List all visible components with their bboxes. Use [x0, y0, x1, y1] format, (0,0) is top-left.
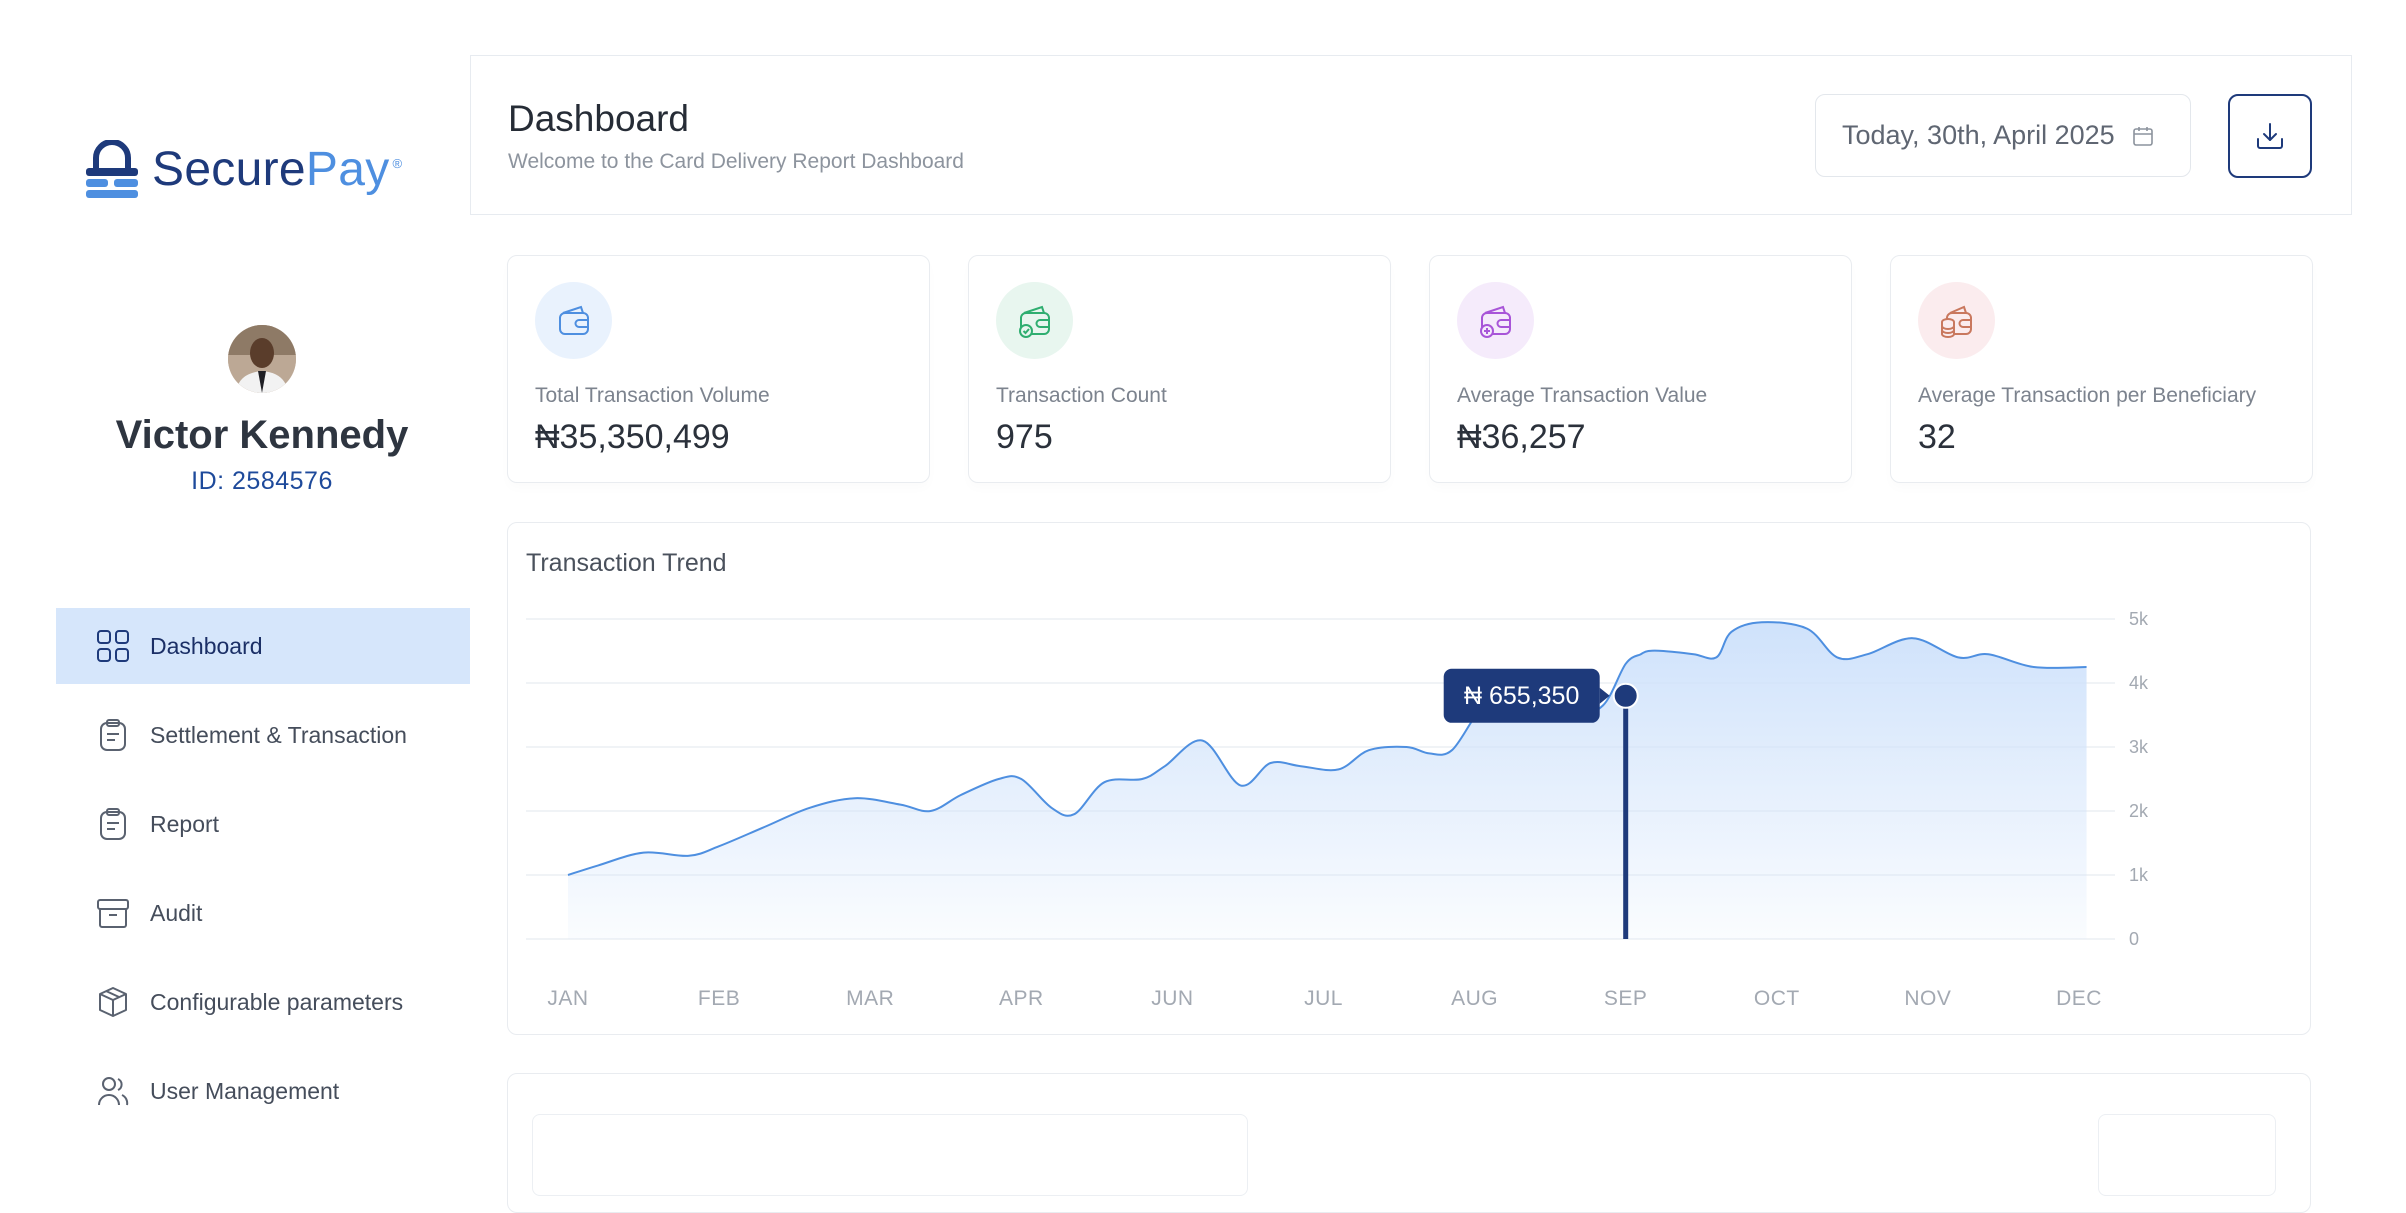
sidebar-item-configurable-parameters[interactable]: Configurable parameters: [56, 964, 470, 1040]
stat-value: 975: [996, 418, 1053, 456]
stat-card-transaction-count: Transaction Count 975: [968, 255, 1391, 483]
calendar-icon: [2132, 126, 2153, 146]
sidebar-item-audit[interactable]: Audit: [56, 875, 470, 951]
area-fill: [568, 622, 2087, 939]
grid-icon: [97, 630, 129, 662]
stat-icon-wrap: [535, 282, 612, 359]
y-tick-label: 1k: [2129, 865, 2149, 885]
stat-icon-wrap: [1457, 282, 1534, 359]
sidebar-item-label: Settlement & Transaction: [150, 721, 407, 748]
x-tick-label: APR: [999, 987, 1044, 1010]
series-line: [567, 621, 2087, 876]
sidebar: SecurePay ® Victor Kennedy ID: 2584576 Da…: [0, 0, 470, 1179]
user-avatar-image: [228, 325, 296, 393]
sidebar-item-user-management[interactable]: User Management: [56, 1053, 470, 1129]
user-id: ID: 2584576: [191, 467, 333, 495]
wallet-add-icon: [1479, 305, 1511, 338]
brand-name-part1: Secure: [152, 143, 306, 196]
archive-box-icon: [97, 899, 129, 928]
stat-value: ₦35,350,499: [535, 418, 730, 456]
sidebar-item-label: Configurable parameters: [150, 988, 404, 1015]
wallet-coins-icon: [1940, 305, 1972, 338]
x-tick-label: OCT: [1754, 987, 1800, 1010]
sidebar-item-settlement[interactable]: Settlement & Transaction: [56, 697, 470, 773]
x-tick-label: AUG: [1451, 987, 1498, 1010]
x-tick-label: MAR: [846, 987, 894, 1010]
x-tick-label: JUL: [1304, 987, 1343, 1010]
bottom-panel: [507, 1073, 2311, 1213]
sidebar-item-label: Dashboard: [150, 632, 263, 659]
date-picker-value: Today, 30th, April 2025: [1842, 120, 2115, 150]
x-tick-label: FEB: [698, 987, 740, 1010]
download-icon: [2257, 123, 2283, 149]
y-tick-label: 0: [2129, 929, 2139, 949]
sidebar-item-label: Report: [150, 810, 220, 837]
users-icon: [98, 1077, 129, 1106]
stat-card-average-value: Average Transaction Value ₦36,257: [1429, 255, 1852, 483]
stat-label: Total Transaction Volume: [535, 384, 770, 407]
y-tick-label: 5k: [2129, 609, 2149, 629]
chart-canvas: 0 1k 2k 3k 4k 5k JAN FEB MAR APR JUN JUL AUG SEP OCT NO…: [526, 609, 2149, 1010]
stat-card-total-volume: Total Transaction Volume ₦35,350,499: [507, 255, 930, 483]
brand-name: SecurePay ®: [152, 146, 402, 194]
stat-icon-wrap: [996, 282, 1073, 359]
sidebar-item-label: Audit: [150, 899, 203, 926]
stat-value: 32: [1918, 418, 1956, 456]
y-tick-label: 4k: [2129, 673, 2149, 693]
tooltip-pointer: [1599, 687, 1610, 704]
avatar[interactable]: [228, 325, 296, 393]
date-picker[interactable]: Today, 30th, April 2025: [1815, 94, 2191, 177]
page-title: Dashboard: [508, 98, 690, 139]
stat-label: Average Transaction Value: [1457, 384, 1708, 407]
user-name: Victor Kennedy: [115, 413, 409, 457]
stat-label: Average Transaction per Beneficiary: [1918, 384, 2257, 407]
x-tick-label: JAN: [547, 987, 588, 1010]
tooltip-box: [1443, 668, 1600, 723]
tooltip-point: [1612, 682, 1639, 709]
securepay-logo[interactable]: SecurePay ®: [84, 140, 402, 200]
wallet-check-icon: [1018, 305, 1050, 338]
sidebar-item-dashboard[interactable]: Dashboard: [56, 608, 470, 684]
y-tick-label: 2k: [2129, 801, 2149, 821]
clipboard-icon: [100, 719, 126, 751]
transaction-trend-chart: Transaction Trend 0 1k 2k 3k 4k 5k JAN FEB MAR AP…: [507, 522, 2311, 1035]
app-window: SecurePay ® Victor Kennedy ID: 2584576 Da…: [0, 0, 2352, 1213]
lock-logo-icon: [86, 140, 138, 198]
x-tick-label: DEC: [2056, 987, 2102, 1010]
wallet-icon: [558, 305, 589, 335]
page-subtitle: Welcome to the Card Delivery Report Dash…: [508, 150, 964, 173]
x-tick-label: SEP: [1604, 987, 1648, 1010]
sidebar-item-report[interactable]: Report: [56, 786, 470, 862]
cube-icon: [99, 987, 127, 1017]
registered-mark: ®: [392, 156, 403, 171]
x-tick-label: NOV: [1904, 987, 1951, 1010]
stat-label: Transaction Count: [996, 384, 1167, 407]
sidebar-item-label: User Management: [150, 1077, 340, 1104]
clipboard-icon: [100, 808, 126, 840]
stat-icon-wrap: [1918, 282, 1995, 359]
sidebar-nav: Dashboard Settlement & Transaction Repor…: [56, 608, 470, 1142]
y-tick-label: 3k: [2129, 737, 2149, 757]
page-header: Dashboard Welcome to the Card Delivery R…: [470, 55, 2352, 215]
chart-title: Transaction Trend: [526, 549, 727, 577]
bottom-panel-field[interactable]: [532, 1114, 1248, 1196]
bottom-panel-control[interactable]: [2098, 1114, 2276, 1196]
stat-value: ₦36,257: [1457, 418, 1586, 456]
x-tick-label: JUN: [1151, 987, 1193, 1010]
tooltip-label: ₦ 655,350: [1464, 682, 1579, 710]
download-button[interactable]: [2228, 94, 2312, 178]
brand-name-part2: Pay: [305, 143, 390, 196]
stat-card-average-per-beneficiary: Average Transaction per Beneficiary 32: [1890, 255, 2313, 483]
